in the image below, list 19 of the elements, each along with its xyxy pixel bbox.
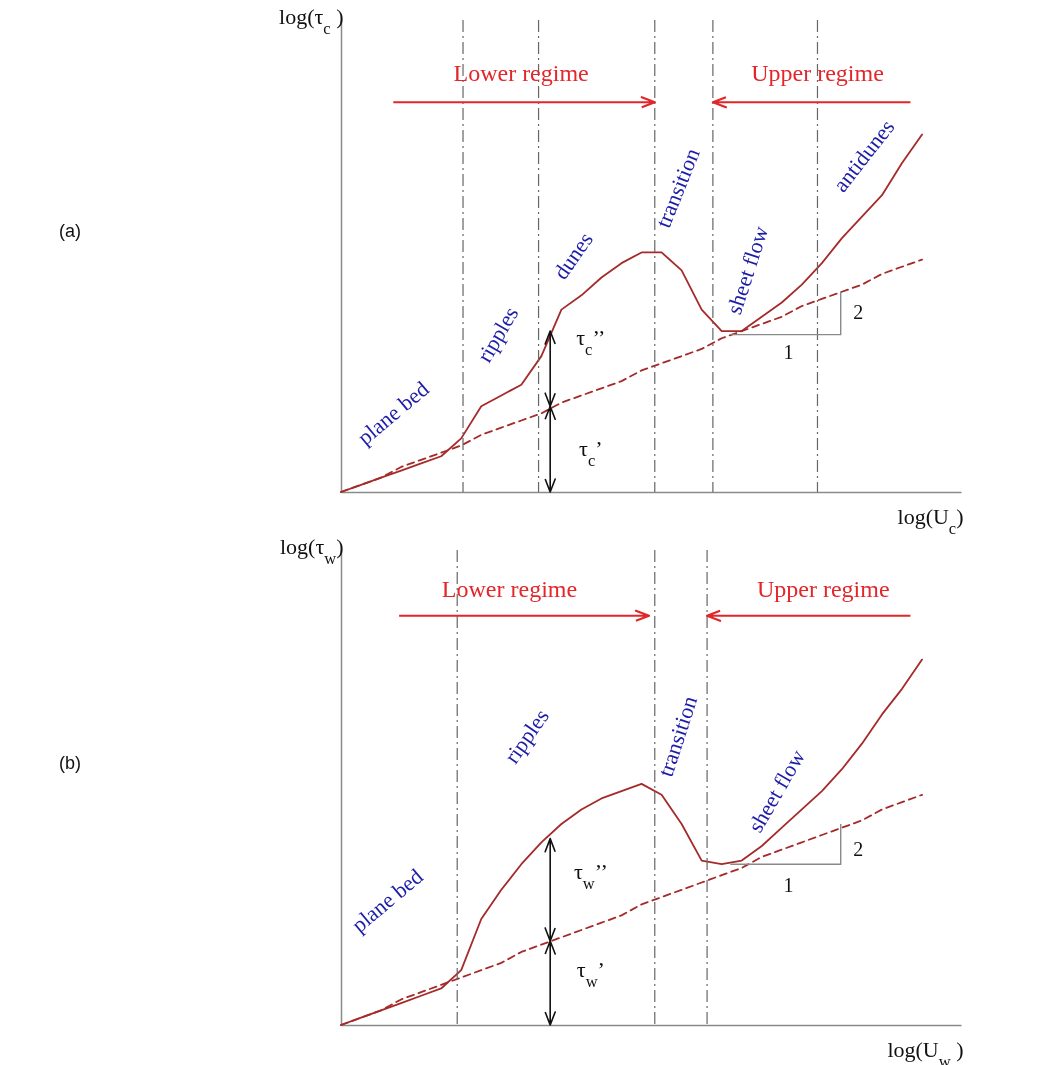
y-axis-title: log(τ$_{c}$ ) <box>279 3 344 37</box>
y-axis-title: log(τ$_{w}$) <box>279 533 344 567</box>
annotation: 2 <box>853 837 864 860</box>
text: (a) <box>59 221 81 242</box>
text: Lower regime <box>441 576 578 603</box>
x-axis-title: log(U$_{c}$) <box>897 503 964 537</box>
text: Lower regime <box>453 59 589 86</box>
annotation: τ$_{c}$’’ <box>576 325 606 359</box>
annotation: 1 <box>783 874 794 897</box>
text: Upper regime <box>756 576 890 603</box>
text: (b) <box>59 752 81 773</box>
annotation: sheet flow <box>721 222 774 318</box>
annotation: 2 <box>853 301 864 324</box>
annotation: 1 <box>783 340 794 363</box>
annotation: transition <box>652 692 703 780</box>
annotation: τ$_{c}$’ <box>579 436 603 470</box>
annotation: τ$_{w}$’’ <box>573 858 608 893</box>
annotation: τ$_{w}$’ <box>576 957 605 991</box>
text: Upper regime <box>751 59 884 86</box>
